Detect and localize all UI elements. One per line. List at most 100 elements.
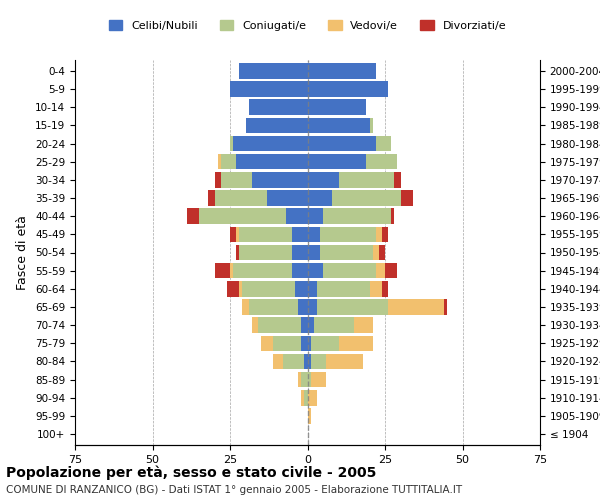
Bar	[367, 154, 397, 170]
Bar	[308, 208, 323, 224]
Bar	[236, 245, 239, 260]
Bar	[239, 226, 292, 242]
Bar	[242, 300, 248, 314]
Bar	[385, 263, 397, 278]
Bar	[308, 136, 376, 152]
Bar	[304, 354, 308, 369]
Bar	[308, 408, 311, 424]
Bar	[274, 354, 283, 369]
Bar	[236, 154, 308, 170]
Bar	[258, 318, 301, 333]
Bar	[187, 208, 199, 224]
Bar	[308, 190, 332, 206]
Bar	[267, 190, 308, 206]
Bar	[308, 390, 317, 406]
Bar	[252, 318, 258, 333]
Bar	[261, 336, 274, 351]
Bar	[304, 390, 308, 406]
Bar	[308, 281, 317, 296]
Bar	[248, 300, 298, 314]
Bar	[401, 190, 413, 206]
Bar	[245, 118, 308, 133]
Bar	[338, 336, 373, 351]
Bar	[373, 245, 379, 260]
Bar	[199, 208, 286, 224]
Y-axis label: Fasce di età: Fasce di età	[16, 215, 29, 290]
Bar	[221, 172, 252, 188]
Bar	[382, 281, 388, 296]
Legend: Celibi/Nubili, Coniugati/e, Vedovi/e, Divorziati/e: Celibi/Nubili, Coniugati/e, Vedovi/e, Di…	[104, 16, 511, 35]
Bar	[298, 300, 308, 314]
Bar	[230, 136, 233, 152]
Bar	[308, 354, 311, 369]
Bar	[311, 336, 338, 351]
Bar	[233, 263, 292, 278]
Bar	[308, 118, 370, 133]
Bar	[311, 372, 326, 388]
Bar	[242, 281, 295, 296]
Bar	[208, 190, 215, 206]
Bar	[215, 172, 221, 188]
Bar	[301, 318, 308, 333]
Bar	[292, 245, 308, 260]
Bar	[215, 190, 267, 206]
Bar	[239, 281, 242, 296]
Bar	[274, 336, 301, 351]
Bar	[326, 354, 364, 369]
Bar	[308, 82, 388, 97]
Bar	[301, 372, 308, 388]
Bar	[230, 226, 236, 242]
Bar	[308, 226, 320, 242]
Bar	[338, 172, 394, 188]
Bar	[227, 281, 239, 296]
Bar	[292, 263, 308, 278]
Bar	[376, 136, 391, 152]
Bar	[308, 172, 338, 188]
Bar	[308, 263, 323, 278]
Bar	[221, 154, 236, 170]
Bar	[394, 172, 401, 188]
Bar	[391, 208, 394, 224]
Bar	[320, 245, 373, 260]
Bar	[230, 82, 308, 97]
Bar	[239, 63, 308, 78]
Bar	[308, 336, 311, 351]
Bar	[323, 263, 376, 278]
Bar	[314, 318, 354, 333]
Bar	[388, 300, 444, 314]
Bar	[382, 226, 388, 242]
Bar	[354, 318, 373, 333]
Bar	[308, 372, 311, 388]
Bar	[215, 263, 230, 278]
Bar	[308, 245, 320, 260]
Bar	[308, 100, 367, 115]
Bar	[301, 336, 308, 351]
Bar	[308, 63, 376, 78]
Bar	[218, 154, 221, 170]
Bar	[298, 372, 301, 388]
Bar	[311, 354, 326, 369]
Bar	[286, 208, 308, 224]
Bar	[320, 226, 376, 242]
Bar	[292, 226, 308, 242]
Bar	[317, 281, 370, 296]
Bar	[317, 300, 388, 314]
Bar	[332, 190, 401, 206]
Bar	[370, 118, 373, 133]
Bar	[308, 300, 317, 314]
Bar	[283, 354, 304, 369]
Bar	[308, 318, 314, 333]
Bar	[236, 226, 239, 242]
Bar	[239, 245, 292, 260]
Bar	[230, 263, 233, 278]
Bar	[233, 136, 308, 152]
Bar	[323, 208, 391, 224]
Text: Popolazione per età, sesso e stato civile - 2005: Popolazione per età, sesso e stato civil…	[6, 465, 376, 479]
Bar	[301, 390, 304, 406]
Bar	[379, 245, 385, 260]
Bar	[252, 172, 308, 188]
Bar	[376, 263, 385, 278]
Bar	[444, 300, 447, 314]
Bar	[295, 281, 308, 296]
Bar	[248, 100, 308, 115]
